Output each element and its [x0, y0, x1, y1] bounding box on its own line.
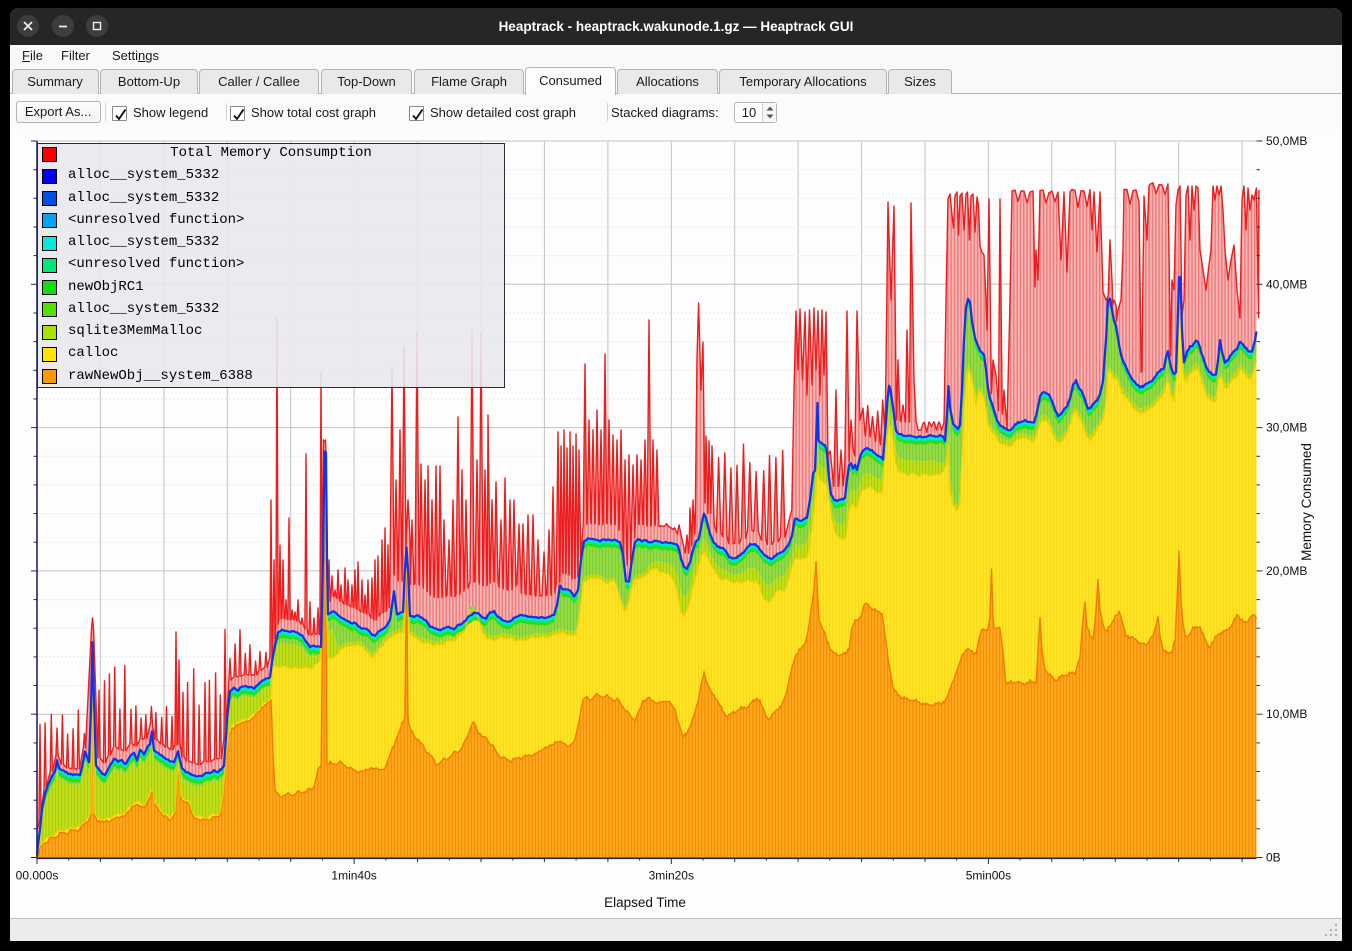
- svg-text:1min40s: 1min40s: [331, 869, 376, 883]
- svg-text:3min20s: 3min20s: [649, 869, 694, 883]
- svg-text:0B: 0B: [1266, 851, 1281, 865]
- svg-text:10,0MB: 10,0MB: [1266, 707, 1307, 721]
- svg-text:30,0MB: 30,0MB: [1266, 421, 1307, 435]
- svg-text:Memory Consumed: Memory Consumed: [1299, 443, 1314, 561]
- svg-text:40,0MB: 40,0MB: [1266, 277, 1307, 291]
- svg-text:5min00s: 5min00s: [966, 869, 1011, 883]
- svg-text:50,0MB: 50,0MB: [1266, 134, 1307, 148]
- svg-text:00.000s: 00.000s: [16, 869, 59, 883]
- svg-text:20,0MB: 20,0MB: [1266, 564, 1307, 578]
- svg-text:Elapsed Time: Elapsed Time: [604, 895, 686, 910]
